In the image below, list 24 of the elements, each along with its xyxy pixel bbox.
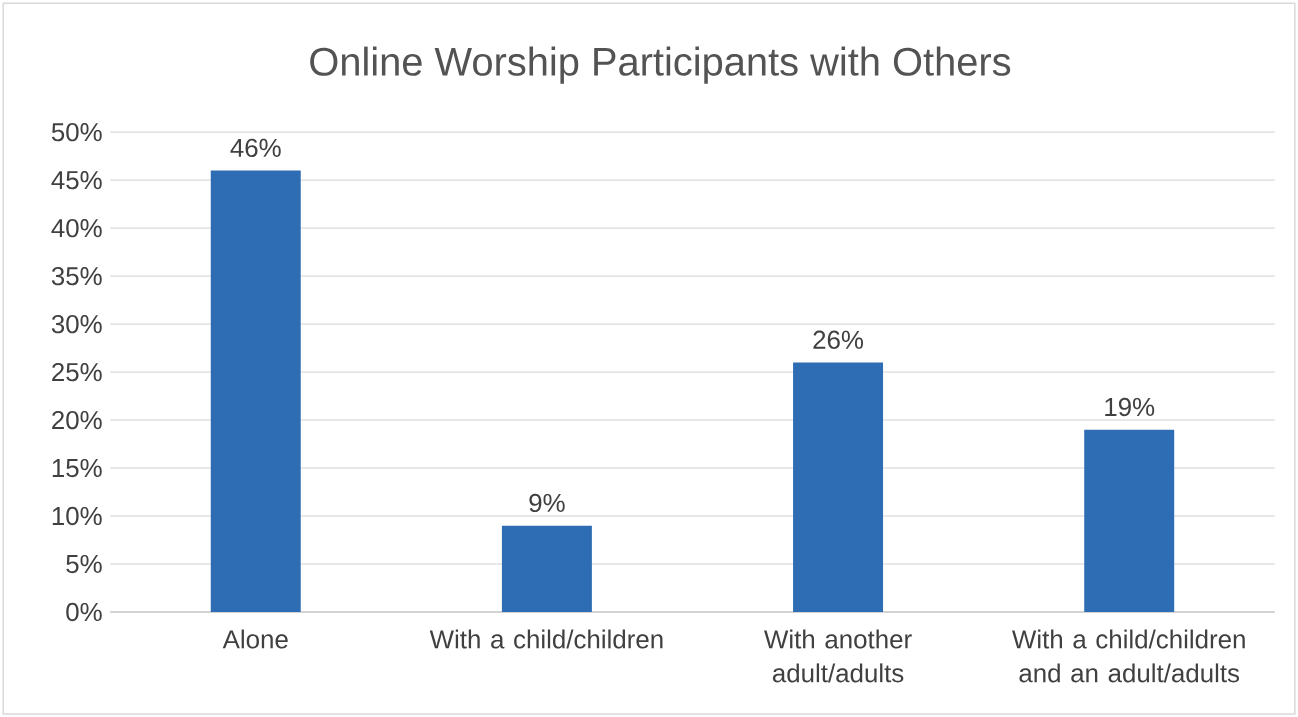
- chart-title: Online Worship Participants with Others: [310, 46, 1011, 84]
- bar: [1084, 429, 1175, 612]
- y-tick-label: 15%: [52, 458, 102, 478]
- y-tick-label: 0%: [66, 602, 102, 622]
- y-tick-label: 25%: [52, 362, 102, 382]
- x-tick-label: With a child/children and an adult/adults: [1012, 629, 1245, 683]
- data-label: 26%: [813, 330, 864, 349]
- bar: [793, 362, 884, 612]
- bar: [501, 525, 592, 612]
- x-tick-label: With another adult/adults: [764, 629, 912, 683]
- y-tick-label: 20%: [52, 410, 102, 430]
- data-label: 19%: [1105, 397, 1155, 417]
- x-tick-label: With a child/children: [429, 629, 663, 649]
- data-label: 9%: [529, 493, 565, 513]
- y-tick-label: 50%: [51, 122, 102, 142]
- x-tick-label: Alone: [222, 629, 288, 649]
- y-tick-label: 30%: [51, 314, 102, 334]
- y-tick-label: 5%: [66, 554, 102, 574]
- bar: [210, 170, 301, 612]
- y-tick-label: 10%: [52, 506, 102, 526]
- y-tick-label: 45%: [51, 170, 102, 190]
- data-label: 46%: [230, 138, 281, 157]
- y-tick-label: 40%: [51, 218, 102, 238]
- y-tick-label: 35%: [51, 266, 102, 286]
